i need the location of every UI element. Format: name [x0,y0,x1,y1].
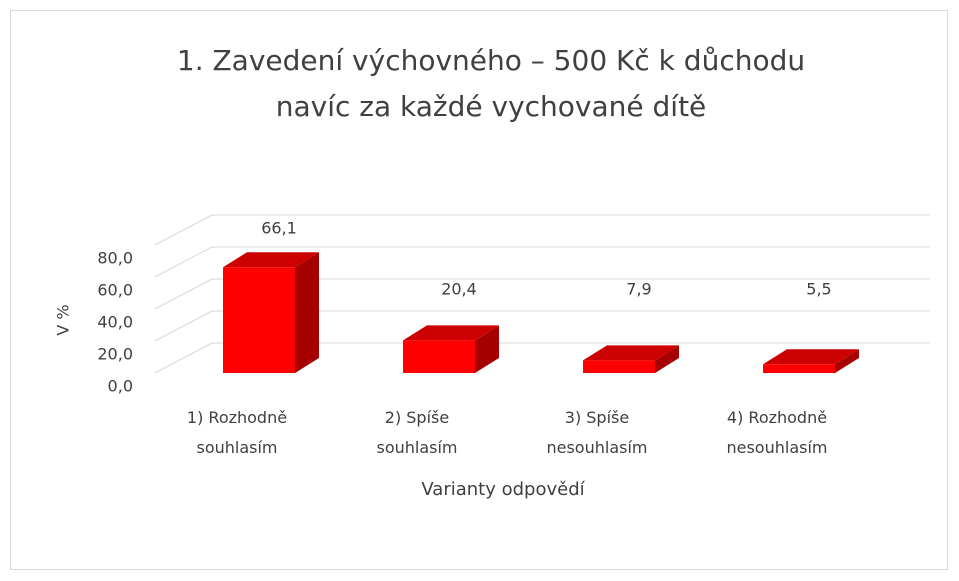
bar-side [835,349,859,373]
bar [583,345,679,373]
y-tick-label: 20,0 [97,345,133,364]
bar-front [223,267,295,373]
bar-side [655,345,679,373]
chart-title: 1. Zavedení výchovného – 500 Kč k důchod… [177,44,805,77]
chart-border [10,10,948,570]
grid-line [154,310,213,342]
bar [403,325,499,373]
bar [223,252,319,373]
y-tick-label: 40,0 [97,313,133,332]
grid-line [154,214,213,246]
bar-front [583,360,655,373]
y-tick-label: 0,0 [108,377,133,396]
bar-side [295,252,319,373]
grid-line [154,278,213,310]
bar-top [583,345,679,361]
x-tick-label: 1) Rozhodně souhlasím [187,408,287,457]
bar-top [763,349,859,365]
y-tick-label: 60,0 [97,281,133,300]
bar [763,349,859,373]
bar-front [403,340,475,373]
data-label: 5,5 [806,280,831,299]
bar-top [403,325,499,341]
data-label: 7,9 [626,280,651,299]
bar-front [763,364,835,373]
x-tick-label: 4) Rozhodně nesouhlasím [726,408,827,457]
data-label: 66,1 [261,219,297,238]
grid-line [154,246,213,278]
bar-side [475,325,499,373]
data-label: 20,4 [441,280,477,299]
x-axis-title: Varianty odpovědí [421,479,585,500]
x-tick-label: 2) Spíše souhlasím [376,408,457,457]
y-tick-label: 80,0 [97,249,133,268]
x-tick-label: 3) Spíše nesouhlasím [546,408,647,457]
chart-title: navíc za každé vychované dítě [276,90,707,123]
grid-line [154,342,213,374]
bar-top [223,252,319,268]
y-axis-title: V % [54,304,73,335]
